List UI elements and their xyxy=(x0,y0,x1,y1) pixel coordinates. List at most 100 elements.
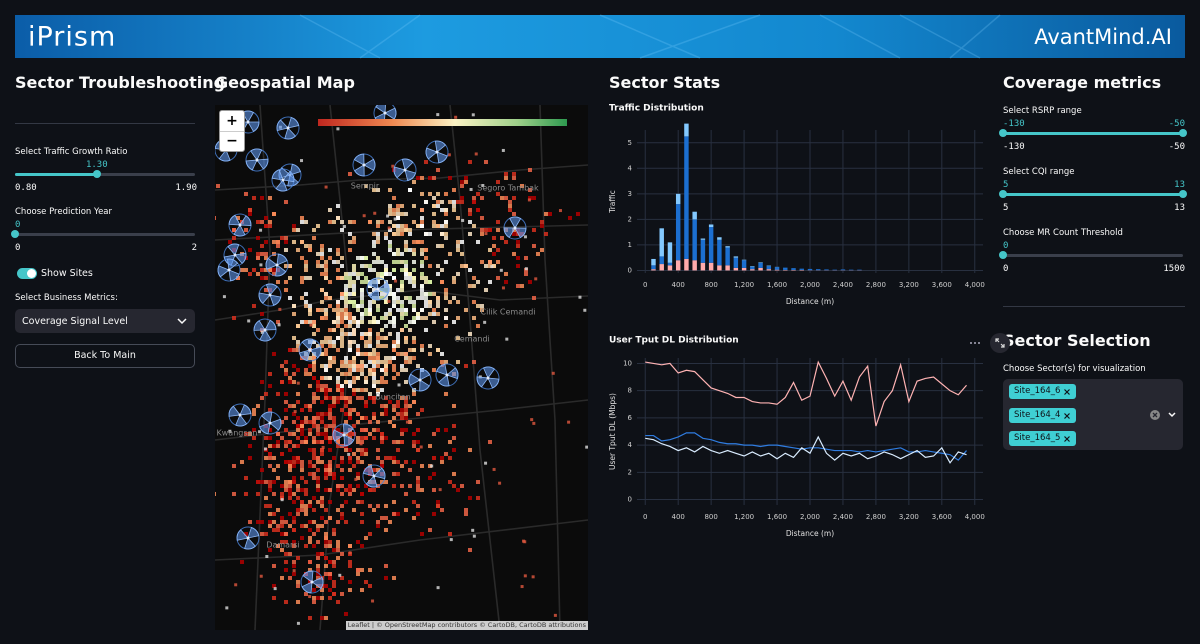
heat-cell xyxy=(392,376,396,380)
heat-cell xyxy=(332,548,336,552)
heat-cell xyxy=(308,504,312,508)
toggle-switch[interactable] xyxy=(17,268,37,279)
bar xyxy=(840,269,846,271)
heat-cell xyxy=(376,352,380,356)
heat-cell xyxy=(320,248,324,252)
heat-cell xyxy=(392,440,396,444)
heat-cell xyxy=(280,380,284,384)
heat-cell xyxy=(452,296,456,300)
heat-cell xyxy=(368,532,372,536)
heat-cell xyxy=(300,159,304,163)
heat-cell xyxy=(396,224,400,228)
selected-tag[interactable]: Site_164_6 xyxy=(1009,384,1077,399)
tag-remove[interactable] xyxy=(1063,388,1071,396)
heat-cell xyxy=(272,240,276,244)
heat-cell xyxy=(264,436,268,440)
heat-cell xyxy=(368,360,372,364)
selected-tag[interactable]: Site_164_5 xyxy=(1009,431,1077,446)
multiselect[interactable]: Site_164_6 Site_164_4 Site_164_5 xyxy=(1003,379,1183,450)
heat-cell xyxy=(300,320,304,324)
heat-cell xyxy=(360,416,364,420)
slider-thumb[interactable] xyxy=(1179,129,1187,137)
selectbox[interactable]: Coverage Signal Level xyxy=(15,309,195,333)
chart-menu[interactable] xyxy=(970,342,980,344)
heat-cell xyxy=(328,576,332,580)
heat-cell xyxy=(348,488,352,492)
heat-cell xyxy=(320,552,324,556)
heat-cell xyxy=(264,276,268,280)
heat-cell xyxy=(412,240,416,244)
heat-cell xyxy=(284,236,288,240)
slider-thumb[interactable] xyxy=(11,230,19,238)
back-button[interactable]: Back To Main xyxy=(15,344,195,368)
heat-cell xyxy=(553,613,557,617)
heat-cell xyxy=(352,368,356,372)
heat-cell xyxy=(316,428,320,432)
map-attribution[interactable]: Leaflet | © OpenStreetMap contributors ©… xyxy=(345,621,588,630)
heat-cell xyxy=(296,428,300,432)
heat-cell xyxy=(312,440,316,444)
bar xyxy=(725,265,730,271)
header-banner xyxy=(15,15,1185,58)
slider-thumb[interactable] xyxy=(1179,190,1187,198)
slider-thumb[interactable] xyxy=(999,129,1007,137)
heat-cell xyxy=(348,344,352,348)
heat-cell xyxy=(372,288,376,292)
heat-cell xyxy=(512,172,516,176)
heat-cell xyxy=(308,536,312,540)
zoom-out[interactable]: − xyxy=(226,133,238,149)
heat-cell xyxy=(360,452,364,456)
slider-value: 0 xyxy=(1003,241,1009,251)
heat-cell xyxy=(312,600,316,604)
heat-cell xyxy=(356,344,360,348)
selected-tag[interactable]: Site_164_4 xyxy=(1009,407,1077,423)
heat-cell xyxy=(284,416,288,420)
heat-cell xyxy=(296,436,300,440)
heat-cell xyxy=(372,232,376,236)
tag-remove[interactable] xyxy=(1063,412,1071,420)
heat-cell xyxy=(416,176,420,180)
heat-cell xyxy=(452,472,456,476)
heat-cell xyxy=(284,280,288,284)
bar xyxy=(791,269,796,271)
y-tick-label: 2 xyxy=(628,215,632,223)
heat-cell xyxy=(304,436,308,440)
bar xyxy=(766,266,772,270)
heat-cell xyxy=(432,320,436,324)
heat-cell xyxy=(312,532,316,536)
heat-cell xyxy=(328,464,332,468)
slider-thumb[interactable] xyxy=(999,190,1007,198)
heat-cell xyxy=(324,556,328,560)
heat-cell xyxy=(324,312,328,316)
heat-cell xyxy=(316,396,320,400)
heat-cell xyxy=(320,460,324,464)
heat-cell xyxy=(468,232,472,236)
heat-cell xyxy=(308,356,312,360)
heat-cell xyxy=(312,396,316,400)
heat-cell xyxy=(292,364,296,368)
heat-cell xyxy=(265,555,269,559)
slider-thumb[interactable] xyxy=(999,251,1007,259)
expand-button[interactable] xyxy=(990,333,1010,353)
heat-cell xyxy=(284,368,288,372)
heat-cell xyxy=(444,236,448,240)
heat-cell xyxy=(300,276,304,280)
tag-remove[interactable] xyxy=(1063,435,1071,443)
heat-cell xyxy=(440,460,444,464)
heat-cell xyxy=(456,272,460,276)
heat-cell xyxy=(380,260,384,264)
slider-thumb[interactable] xyxy=(92,170,101,178)
heat-cell xyxy=(280,496,284,500)
color-bar xyxy=(318,119,567,126)
heat-cell xyxy=(320,272,324,276)
heat-cell xyxy=(376,188,380,192)
heat-cell xyxy=(392,368,396,372)
heat-cell xyxy=(236,216,240,220)
heat-cell xyxy=(284,532,288,536)
slider-value: 5 xyxy=(1003,180,1009,190)
heat-cell xyxy=(496,260,500,264)
zoom-in[interactable]: + xyxy=(220,111,244,132)
heat-cell xyxy=(454,115,458,119)
heat-cell xyxy=(392,456,396,460)
bar xyxy=(848,269,854,271)
